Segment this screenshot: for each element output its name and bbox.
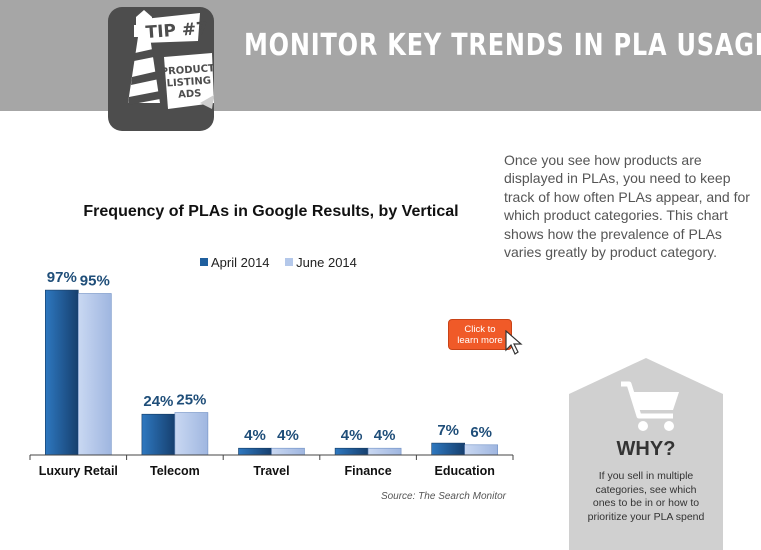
shopping-cart-icon <box>621 381 679 431</box>
category-label-luxury-retail: Luxury Retail <box>39 464 118 478</box>
legend-item-april: April 2014 <box>200 255 270 270</box>
why-text: If you sell in multiple categories, see … <box>587 470 705 523</box>
bar-travel-june <box>271 447 305 456</box>
data-label-finance-april: 4% <box>341 427 363 444</box>
data-label-finance-june: 4% <box>374 427 396 444</box>
data-label-education-june: 6% <box>470 424 492 441</box>
data-label-travel-june: 4% <box>277 427 299 444</box>
data-label-luxury-retail-april: 97% <box>47 269 77 286</box>
badge-line1: PRODUCT <box>160 63 214 78</box>
category-label-telecom: Telecom <box>150 464 200 478</box>
bar-education-june <box>464 444 499 456</box>
bar-education-april <box>431 442 466 456</box>
intro-text: Once you see how products are displayed … <box>504 152 750 261</box>
bar-finance-april <box>334 447 369 456</box>
bar-luxury-retail-april <box>44 289 79 456</box>
bar-telecom-june <box>174 412 209 456</box>
bar-chart: 97% 95% Luxury Retail 24% 25% Telecom 4% 4% Trav… <box>29 269 514 478</box>
data-label-telecom-april: 24% <box>143 393 173 410</box>
badge-tip-text: TIP #7 <box>145 19 209 43</box>
learn-more-line1: Click to <box>464 324 496 335</box>
data-label-travel-april: 4% <box>244 427 266 444</box>
learn-more-line2: learn more <box>457 335 503 346</box>
chart-legend: April 2014 June 2014 <box>200 254 369 270</box>
tip-badge-logo: TIP #7 PRODUCT LISTING ADS <box>108 7 214 131</box>
chart-title: Frequency of PLAs in Google Results, by … <box>83 203 459 220</box>
badge-line3: ADS <box>178 88 202 101</box>
category-label-travel: Travel <box>253 464 289 478</box>
data-label-education-april: 7% <box>437 422 459 439</box>
chart-source: Source: The Search Monitor <box>380 491 506 502</box>
legend-label-june: June 2014 <box>296 254 357 270</box>
pointer-cursor-icon <box>505 330 523 355</box>
badge-line2: LISTING <box>166 75 211 89</box>
legend-swatch-june <box>285 258 294 266</box>
bar-telecom-april <box>141 413 176 456</box>
bar-finance-june <box>367 447 402 456</box>
category-label-finance: Finance <box>344 464 391 478</box>
legend-item-june: June 2014 <box>285 255 357 270</box>
data-label-luxury-retail-june: 95% <box>80 273 110 290</box>
legend-label-april: April 2014 <box>211 254 270 270</box>
legend-swatch-april <box>200 258 208 266</box>
why-panel <box>569 358 723 550</box>
data-label-telecom-june: 25% <box>176 392 206 409</box>
category-label-education: Education <box>434 464 494 478</box>
page-title: MONITOR KEY TRENDS IN PLA USAGE <box>244 28 761 63</box>
bar-luxury-retail-june <box>78 293 112 456</box>
bar-travel-april <box>238 447 272 456</box>
why-title: WHY? <box>616 438 676 460</box>
learn-more-button[interactable]: Click to learn more <box>448 319 512 350</box>
